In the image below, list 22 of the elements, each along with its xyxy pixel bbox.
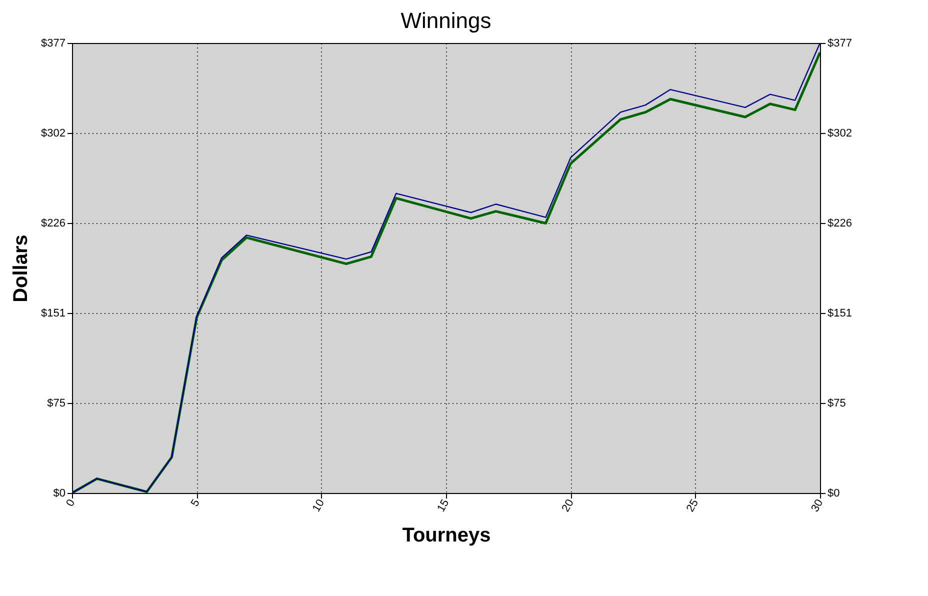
x-tick-label: 15 [435,498,452,514]
y2-tick-label: $226 [828,218,852,230]
y-tick-label: $226 [41,218,66,230]
x-axis-title: Tourneys [402,524,491,547]
y-tick-label: $377 [41,38,66,50]
y-tick-label: $0 [53,488,66,500]
x-tick-label: 25 [684,498,702,514]
x-tick-label: 20 [560,498,576,514]
y2-tick-label: $151 [828,308,852,320]
y2-tick-label: $377 [828,38,852,50]
y-axis-title: Dollars [10,234,32,302]
chart-title: Winnings [400,8,492,33]
y2-tick-label: $0 [828,488,840,500]
x-tick-label: 30 [809,498,826,514]
y-tick-label: $75 [47,398,66,410]
x-tick-label: 0 [64,498,78,509]
x-tick-label: 10 [310,498,328,514]
x-tick-label: 5 [188,498,202,509]
y2-tick-label: $302 [828,128,852,140]
y2-tick-label: $75 [828,398,846,410]
y-tick-label: $302 [41,128,66,140]
y-tick-label: $151 [41,308,66,320]
